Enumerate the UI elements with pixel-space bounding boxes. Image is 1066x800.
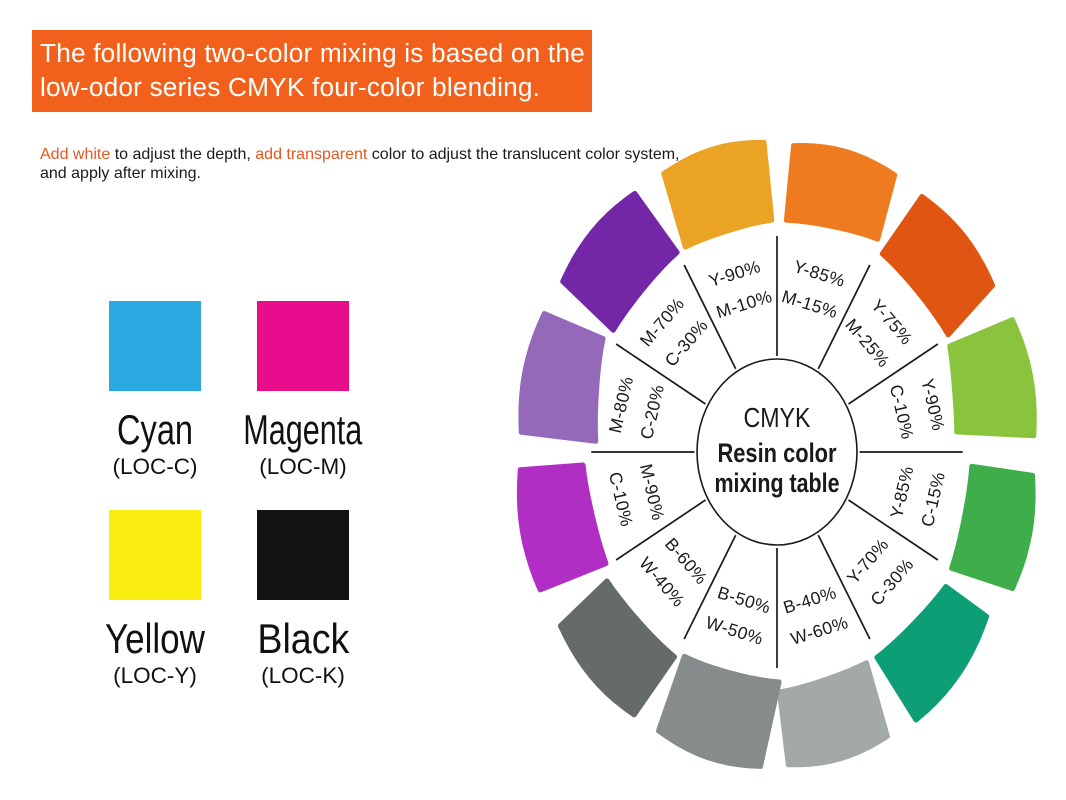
wheel-patch-11 — [661, 139, 775, 250]
wheel-label-5: B-40%W-60% — [781, 582, 851, 649]
header-banner: The following two-color mixing is based … — [32, 30, 592, 112]
wheel-divider-line — [848, 343, 939, 405]
subtitle-text: Add white to adjust the depth, add trans… — [40, 146, 800, 183]
wheel-subtitle-line1: Resin color — [718, 438, 837, 468]
wheel-patch-4 — [874, 584, 990, 723]
swatch-yellow — [109, 510, 201, 600]
wheel-label-line1: M-80% — [605, 374, 637, 434]
wheel-patch-0 — [783, 143, 898, 242]
wheel-title: CMYK — [744, 402, 811, 433]
swatch-code-cyan: (LOC-C) — [112, 454, 198, 479]
wheel-patch-2 — [947, 317, 1037, 439]
wheel-label-line2: C-10% — [605, 470, 637, 529]
swatch-code-black: (LOC-K) — [261, 663, 345, 688]
wheel-divider-line — [615, 343, 706, 405]
wheel-patch-10 — [560, 190, 680, 333]
subtitle-segment: add transparent — [255, 146, 368, 163]
wheel-label-10: M-70%C-30% — [636, 294, 712, 371]
wheel-label-line2: C-15% — [917, 470, 949, 529]
subtitle-segment: color to adjust the translucent color sy… — [367, 146, 680, 163]
wheel-patch-5 — [777, 660, 890, 768]
wheel-label-line1: B-40% — [781, 582, 839, 617]
wheel-label-2: Y-90%C-10% — [886, 377, 949, 442]
wheel-divider-line — [817, 534, 871, 640]
swatch-black — [257, 510, 349, 600]
wheel-label-1: Y-75%M-25% — [841, 295, 916, 371]
wheel-label-6: B-50%W-50% — [703, 582, 773, 649]
subtitle-segment: to adjust the depth, — [110, 146, 256, 163]
wheel-label-11: Y-90%M-10% — [706, 256, 775, 322]
wheel-label-line1: Y-90% — [917, 377, 948, 433]
wheel-divider-line — [683, 264, 737, 370]
banner-line-2: low-odor series CMYK four-color blending… — [40, 72, 541, 102]
wheel-patch-9 — [518, 311, 606, 444]
wheel-label-line1: B-50% — [715, 582, 773, 617]
wheel-label-line1: Y-85% — [791, 256, 847, 291]
wheel-label-line2: W-60% — [788, 612, 850, 649]
wheel-label-line2: C-20% — [636, 383, 668, 442]
wheel-label-4: Y-70%C-30% — [843, 534, 918, 609]
wheel-divider-line — [683, 534, 737, 640]
swatch-label-black: Black — [256, 615, 349, 662]
wheel-divider-line — [615, 499, 706, 561]
swatch-label-magenta: Magenta — [243, 406, 363, 453]
wheel-patch-6 — [656, 653, 782, 769]
banner-line-1: The following two-color mixing is based … — [40, 38, 585, 68]
wheel-label-line1: Y-90% — [706, 256, 762, 291]
wheel-label-7: B-60%W-40% — [635, 534, 711, 611]
wheel-label-line2: M-10% — [714, 286, 775, 322]
wheel-divider-line — [848, 499, 939, 561]
subtitle-segment: and apply after mixing. — [40, 164, 201, 182]
wheel-patches — [516, 139, 1037, 769]
wheel-subtitle-line2: mixing table — [715, 468, 840, 498]
wheel-label-line2: C-10% — [886, 383, 918, 442]
wheel-divider-lines — [591, 236, 963, 668]
wheel-divider-line — [817, 264, 871, 370]
wheel-label-9: M-80%C-20% — [605, 374, 668, 442]
swatch-code-magenta: (LOC-M) — [259, 454, 347, 479]
wheel-patch-8 — [516, 462, 609, 593]
wheel-patch-1 — [879, 194, 996, 338]
wheel-label-8: M-90%C-10% — [605, 462, 668, 529]
wheel-label-0: Y-85%M-15% — [779, 256, 847, 322]
swatch-label-cyan: Cyan — [117, 406, 193, 453]
wheel-patch-7 — [557, 578, 677, 718]
wheel-label-line2: W-50% — [703, 612, 765, 649]
wheel-center-circle — [696, 358, 858, 546]
swatch-magenta — [257, 301, 349, 391]
swatch-label-yellow: Yellow — [105, 615, 205, 662]
wheel-label-line1: Y-85% — [886, 464, 917, 520]
wheel-label-line1: M-90% — [636, 462, 668, 522]
swatch-code-yellow: (LOC-Y) — [113, 663, 197, 688]
swatch-cyan — [109, 301, 201, 391]
wheel-label-line2: M-15% — [779, 286, 840, 322]
subtitle-segment: Add white — [40, 146, 111, 163]
wheel-patch-3 — [949, 463, 1036, 591]
wheel-label-3: Y-85% C-15% — [886, 464, 949, 529]
